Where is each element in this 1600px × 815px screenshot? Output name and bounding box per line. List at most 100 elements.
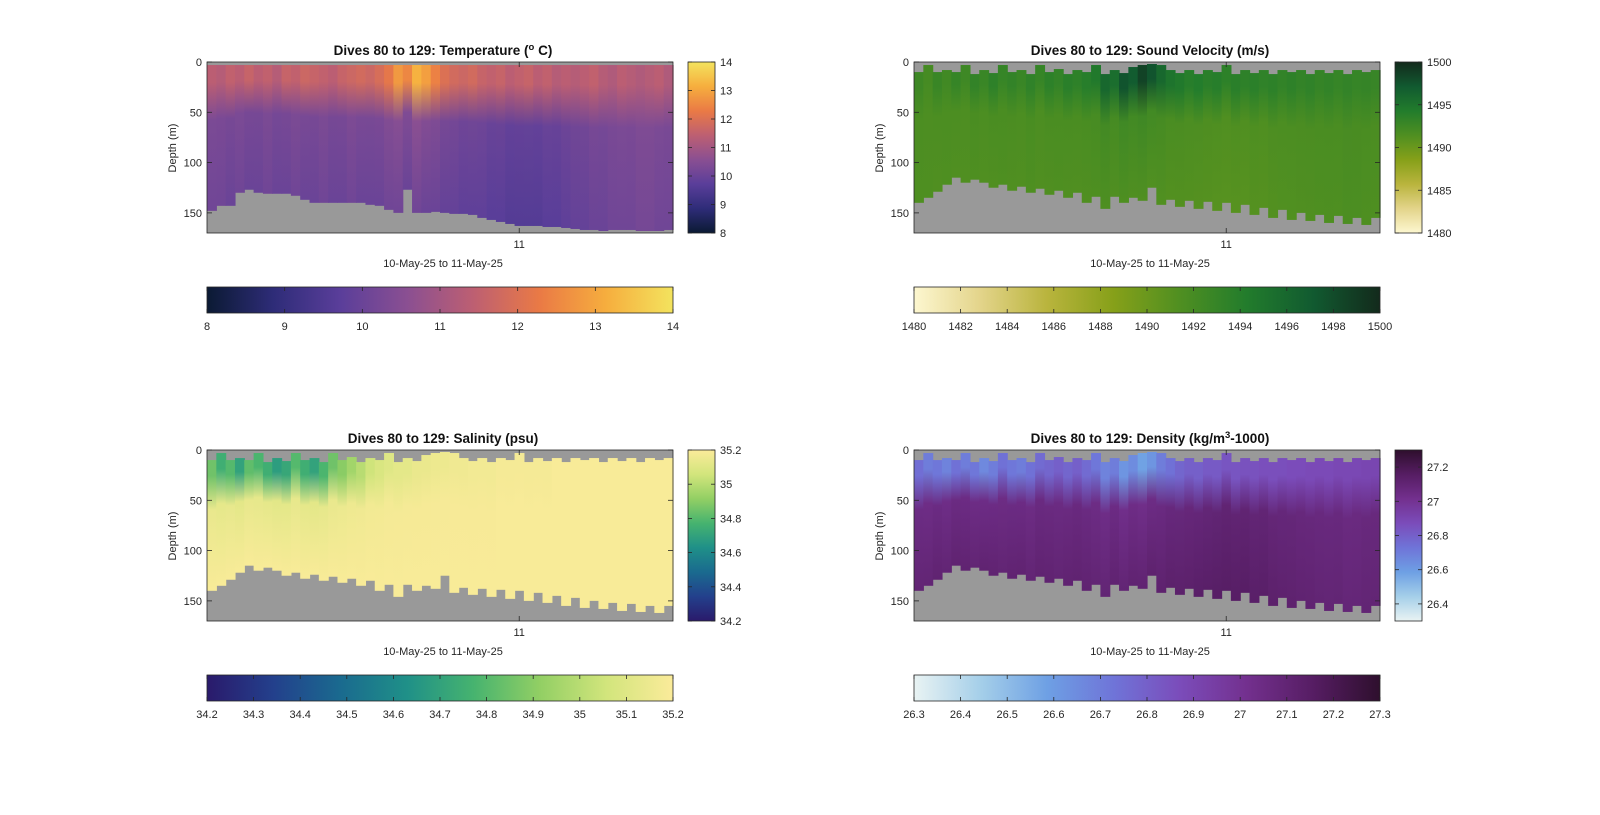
profile-column xyxy=(440,65,450,213)
colorbar-tick-label: 26.6 xyxy=(1427,565,1448,577)
colorbar-tick-label: 11 xyxy=(720,143,731,155)
profile-column xyxy=(402,65,413,190)
profile-column xyxy=(300,460,311,579)
profile-column xyxy=(626,65,637,230)
profile-column xyxy=(216,453,227,586)
bottom-colorbar: 26.3 26.4 26.5 26.6 26.7 26.8 26.9 27 27.1 27.2 27… xyxy=(903,674,1391,721)
colorbar-tick-label: 27.1 xyxy=(1276,709,1297,721)
x-tick-labels: 11 xyxy=(1221,62,1232,251)
profile-column xyxy=(374,460,385,591)
profile-column xyxy=(262,462,273,568)
profile-column xyxy=(1109,458,1120,585)
profile-column xyxy=(1137,453,1148,589)
profile-column xyxy=(374,65,385,206)
y-tick-label: 50 xyxy=(897,107,909,119)
x-tick-labels: 11 xyxy=(514,62,525,251)
colorbar-tick-label: 1500 xyxy=(1368,321,1392,333)
profile-column xyxy=(1081,72,1092,203)
colorbar-tick-label: 26.8 xyxy=(1136,709,1157,721)
profile-column xyxy=(1109,70,1120,197)
profile-column xyxy=(1147,452,1157,576)
colorbar-tick-label: 34.9 xyxy=(522,709,543,721)
y-tick-label: 100 xyxy=(184,158,202,170)
profile-column xyxy=(1202,458,1213,590)
profile-column xyxy=(495,65,506,222)
y-tick-label: 150 xyxy=(891,208,909,220)
profile-column xyxy=(1202,70,1213,202)
y-tick-labels: 0 50 100 150 xyxy=(891,445,1380,608)
profile-column xyxy=(272,65,283,194)
profile-column xyxy=(607,65,618,230)
profile-column xyxy=(1165,458,1176,588)
profile-column xyxy=(467,461,478,595)
profile-column xyxy=(225,460,236,580)
profile-column xyxy=(262,65,273,194)
profile-column xyxy=(561,462,572,606)
colorbar-tick-label: 1488 xyxy=(1088,321,1112,333)
y-tick-label: 0 xyxy=(903,57,909,69)
colorbar-tick-label: 8 xyxy=(204,321,210,333)
profile-column xyxy=(997,65,1008,185)
chart-title: Dives 80 to 129: Sound Velocity (m/s) xyxy=(1031,43,1270,58)
profile-column xyxy=(1361,460,1372,613)
profile-column xyxy=(421,455,432,586)
profile-column xyxy=(1156,453,1167,593)
profile-column xyxy=(244,65,255,190)
profile-column xyxy=(1212,72,1223,211)
profile-column xyxy=(1240,458,1251,593)
x-axis-label: 10-May-25 to 11-May-25 xyxy=(383,646,503,658)
profile-column xyxy=(542,461,553,603)
axes-box xyxy=(913,61,1381,234)
profile-column xyxy=(607,458,618,603)
colorbar-tick-label: 14 xyxy=(667,321,679,333)
profile-column xyxy=(449,453,460,593)
x-axis-label: 10-May-25 to 11-May-25 xyxy=(1090,646,1210,658)
colorbar-tick-label: 27 xyxy=(1427,496,1439,508)
profile-column xyxy=(272,458,283,571)
chart-title: Dives 80 to 129: Temperature (o C) xyxy=(334,42,553,59)
profile-column xyxy=(449,65,460,214)
chart-title: Dives 80 to 129: Salinity (psu) xyxy=(348,431,539,446)
profile-column xyxy=(1230,74,1241,213)
profile-column xyxy=(328,65,339,203)
profile-column xyxy=(1063,462,1074,586)
profile-column xyxy=(412,65,422,213)
profile-column xyxy=(1258,70,1269,208)
profile-column xyxy=(234,458,245,573)
profile-column xyxy=(969,74,980,180)
colorbar-tick-label: 1485 xyxy=(1427,185,1451,197)
colorbar-tick-label: 26.8 xyxy=(1427,531,1448,543)
title-tail: -1000) xyxy=(1230,431,1269,446)
profile-column xyxy=(393,65,404,213)
profile-column xyxy=(1063,74,1074,198)
colorbar-tick-label: 1496 xyxy=(1275,321,1299,333)
x-axis-label: 10-May-25 to 11-May-25 xyxy=(1090,258,1210,270)
title-superscript: o xyxy=(529,42,535,53)
profile-column xyxy=(1091,65,1101,197)
profile-column xyxy=(1240,70,1251,205)
colorbar-gradient xyxy=(206,286,674,314)
colorbar-tick-label: 34.2 xyxy=(196,709,217,721)
profile-column xyxy=(1286,460,1297,608)
profile-column xyxy=(234,65,245,193)
x-tick-label: 11 xyxy=(1221,239,1232,251)
profile-column xyxy=(523,462,534,601)
bottom-colorbar: 1480 1482 1484 1486 1488 1490 1492 1494 1496 1498… xyxy=(902,286,1392,333)
colorbar-tick-label: 26.3 xyxy=(903,709,924,721)
colorbar-tick-label: 35.1 xyxy=(616,709,637,721)
x-axis-label: 10-May-25 to 11-May-25 xyxy=(383,258,503,270)
profile-column xyxy=(997,453,1008,573)
colorbar-tick-label: 27.2 xyxy=(1427,462,1448,474)
colorbar-tick-label: 9 xyxy=(282,321,288,333)
colorbar-tick-label: 26.5 xyxy=(996,709,1017,721)
profile-column xyxy=(654,460,665,613)
profile-column xyxy=(598,462,609,609)
profile-column xyxy=(1370,70,1381,218)
profile-column xyxy=(533,458,544,593)
profile-column xyxy=(1296,70,1307,213)
y-tick-label: 100 xyxy=(184,546,202,558)
colorbar-tick-label: 14 xyxy=(720,57,732,69)
profile-column xyxy=(514,65,525,226)
x-tick-label: 11 xyxy=(1221,627,1232,639)
